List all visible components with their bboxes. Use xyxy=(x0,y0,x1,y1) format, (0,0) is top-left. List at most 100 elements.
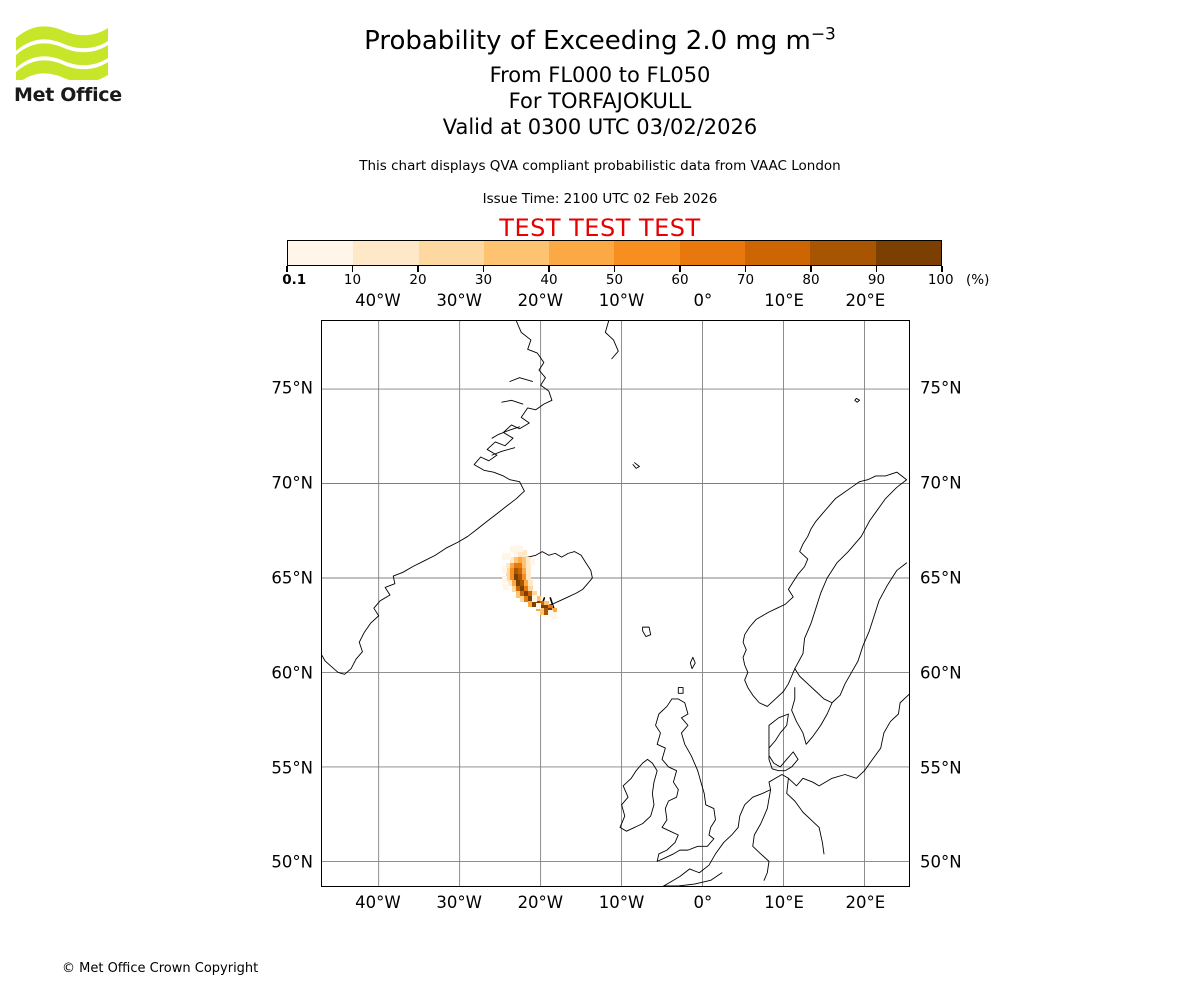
lat-label-left-70°N: 70°N xyxy=(271,473,313,493)
lon-label-top-20°E: 20°E xyxy=(845,291,886,310)
page-title-text: Probability of Exceeding 2.0 mg m xyxy=(364,26,811,56)
colorbar-tick-3 xyxy=(482,266,485,272)
colorbar-label-9: 90 xyxy=(867,272,886,288)
colorbar-segment-8 xyxy=(810,241,876,265)
met-office-waves-icon xyxy=(16,26,108,80)
lon-label-top-10°W: 10°W xyxy=(598,291,645,310)
colorbar-segment-0 xyxy=(288,241,354,265)
colorbar-label-10: 100 xyxy=(927,272,954,288)
lon-label-bottom-40°W: 40°W xyxy=(355,893,401,912)
colorbar-tick-labels: 0.1 10 20 30 40 50 60 70 80 90 100 xyxy=(282,272,953,290)
lat-label-right-70°N: 70°N xyxy=(920,473,962,493)
colorbar-label-0: 0.1 xyxy=(282,272,307,288)
colorbar-tick-6 xyxy=(679,266,681,272)
lon-label-top-40°W: 40°W xyxy=(355,291,401,310)
coastline-orkney xyxy=(677,687,684,694)
coastline-denmark xyxy=(768,713,799,772)
colorbar-label-2: 20 xyxy=(409,272,427,288)
coastline-baltic-s xyxy=(791,687,833,745)
coastline-gr-f3 xyxy=(501,399,524,405)
coastline-europe-n xyxy=(663,774,789,886)
colorbar-tick-8 xyxy=(810,266,812,272)
colorbar-tick-2 xyxy=(417,266,419,272)
colorbar-tick-7 xyxy=(744,266,747,272)
lon-label-bottom-20°E: 20°E xyxy=(845,893,886,912)
lat-label-left-50°N: 50°N xyxy=(271,852,313,872)
lat-label-right-60°N: 60°N xyxy=(920,663,962,683)
page-title: Probability of Exceeding 2.0 mg m−3 xyxy=(0,26,1200,56)
colorbar-segment-7 xyxy=(745,241,811,265)
coastline-borders2 xyxy=(864,693,909,772)
map-gridlines xyxy=(322,321,909,886)
coastline-gr-f4 xyxy=(509,377,533,382)
colorbar-label-1: 10 xyxy=(343,272,362,288)
colorbar-segment-5 xyxy=(614,241,680,265)
volcano-marker-icon xyxy=(538,597,557,611)
colorbar-label-8: 80 xyxy=(802,272,820,288)
coastline-gb xyxy=(655,698,716,862)
colorbar-segment-4 xyxy=(549,241,615,265)
coastline-borders1 xyxy=(787,770,865,787)
lat-label-left-65°N: 65°N xyxy=(271,568,313,588)
lat-label-left-55°N: 55°N xyxy=(271,758,313,778)
colorbar-tick-0 xyxy=(286,266,288,272)
probability-colorbar: 0.1 10 20 30 40 50 60 70 80 90 100 xyxy=(282,240,954,288)
colorbar-segment-1 xyxy=(353,241,419,265)
coastline-janmayen xyxy=(632,462,640,469)
met-office-logo: Met Office xyxy=(14,22,134,117)
coastline-ireland xyxy=(619,758,658,832)
colorbar-segment-9 xyxy=(875,241,941,265)
copyright-notice: © Met Office Crown Copyright xyxy=(62,961,259,976)
colorbar-label-3: 30 xyxy=(474,272,493,288)
colorbar-label-5: 50 xyxy=(605,272,624,288)
lon-label-top-10°E: 10°E xyxy=(764,291,804,310)
colorbar-segment-2 xyxy=(418,241,484,265)
coastline-iceland-vestfirdir xyxy=(512,558,524,568)
volcano-subtitle: For TORFAJOKULL xyxy=(508,89,692,113)
lat-label-right-50°N: 50°N xyxy=(920,852,962,872)
coastline-faroe xyxy=(642,626,652,638)
lat-label-right-55°N: 55°N xyxy=(920,758,962,778)
colorbar-segment-3 xyxy=(483,241,550,265)
lat-label-right-75°N: 75°N xyxy=(920,378,962,398)
test-banner: TEST TEST TEST xyxy=(499,214,701,242)
coastline-border-fr xyxy=(663,872,723,886)
issue-time: Issue Time: 2100 UTC 02 Feb 2026 xyxy=(482,191,718,207)
colorbar-tick-1 xyxy=(351,266,354,272)
lat-label-left-75°N: 75°N xyxy=(271,378,313,398)
met-office-brand-text: Met Office xyxy=(14,84,122,106)
map-coastlines xyxy=(322,321,909,886)
flight-level-subtitle: From FL000 to FL050 xyxy=(489,63,711,87)
colorbar-ticks xyxy=(286,266,943,273)
coastline-gulf-bothnia xyxy=(794,562,908,704)
qva-note: This chart displays QVA compliant probab… xyxy=(359,158,841,174)
lon-label-top-30°W: 30°W xyxy=(436,291,482,310)
lon-label-top-20°W: 20°W xyxy=(517,291,564,310)
coastline-greenland-fjords xyxy=(491,426,520,439)
page-title-exponent: −3 xyxy=(810,24,836,45)
coastline-bear xyxy=(854,397,861,403)
coastline-border-de xyxy=(752,789,772,881)
coastline-norway-coast xyxy=(742,479,869,707)
coastline-border-de2 xyxy=(786,777,825,855)
lat-label-left-60°N: 60°N xyxy=(271,663,313,683)
lon-label-bottom-20°W: 20°W xyxy=(517,893,564,912)
colorbar-gradient xyxy=(287,240,942,266)
colorbar-unit-label: (%) xyxy=(966,272,990,288)
colorbar-tick-5 xyxy=(613,266,616,272)
colorbar-label-6: 60 xyxy=(671,272,689,288)
valid-time-subtitle: Valid at 0300 UTC 03/02/2026 xyxy=(442,115,758,139)
coastline-svalbard-s xyxy=(604,321,619,360)
lon-label-bottom-10°W: 10°W xyxy=(598,893,645,912)
colorbar-label-4: 40 xyxy=(540,272,558,288)
colorbar-tick-9 xyxy=(875,266,878,272)
lon-label-bottom-10°E: 10°E xyxy=(764,893,804,912)
coastline-gr-f2 xyxy=(491,447,516,456)
lon-label-bottom-30°W: 30°W xyxy=(436,893,482,912)
lat-label-right-65°N: 65°N xyxy=(920,568,962,588)
ash-probability-map[interactable] xyxy=(321,320,910,887)
coastline-greenland-east xyxy=(322,321,553,675)
map-vector-layer xyxy=(322,321,909,886)
coastline-sweden-fin xyxy=(794,471,908,670)
lon-label-top-0°: 0° xyxy=(693,291,713,310)
